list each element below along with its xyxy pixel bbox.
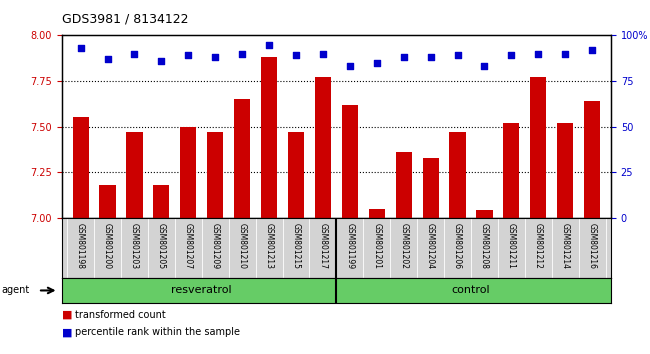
Text: GDS3981 / 8134122: GDS3981 / 8134122 <box>62 12 188 25</box>
Point <box>75 45 86 51</box>
Point <box>587 47 597 53</box>
Text: resveratrol: resveratrol <box>172 285 232 295</box>
Point <box>533 51 543 57</box>
Bar <box>503 123 519 354</box>
Bar <box>342 105 358 354</box>
Text: GSM801203: GSM801203 <box>130 223 139 269</box>
Text: GSM801217: GSM801217 <box>318 223 328 269</box>
Point <box>452 53 463 58</box>
Point <box>102 56 112 62</box>
Text: GSM801210: GSM801210 <box>238 223 246 269</box>
Text: control: control <box>452 285 490 295</box>
Bar <box>449 132 465 354</box>
Bar <box>369 209 385 354</box>
Text: GSM801200: GSM801200 <box>103 223 112 269</box>
Bar <box>557 123 573 354</box>
Text: percentile rank within the sample: percentile rank within the sample <box>75 327 240 337</box>
Point <box>318 51 328 57</box>
Bar <box>207 132 224 354</box>
Point <box>506 53 517 58</box>
Text: GSM801215: GSM801215 <box>291 223 300 269</box>
Text: GSM801212: GSM801212 <box>534 223 543 268</box>
Bar <box>73 118 88 354</box>
Text: GSM801199: GSM801199 <box>345 223 354 269</box>
Text: GSM801206: GSM801206 <box>453 223 462 269</box>
Point <box>237 51 248 57</box>
Bar <box>99 185 116 354</box>
Text: GSM801207: GSM801207 <box>184 223 193 269</box>
Text: GSM801214: GSM801214 <box>561 223 570 269</box>
Text: GSM801198: GSM801198 <box>76 223 85 269</box>
Bar <box>153 185 170 354</box>
Point <box>156 58 166 64</box>
Text: GSM801202: GSM801202 <box>399 223 408 269</box>
Point <box>425 55 436 60</box>
Point <box>479 64 489 69</box>
Text: ■: ■ <box>62 310 72 320</box>
Bar <box>315 77 331 354</box>
Bar <box>396 152 411 354</box>
Point <box>291 53 301 58</box>
Text: GSM801216: GSM801216 <box>588 223 597 269</box>
Bar <box>234 99 250 354</box>
Bar <box>180 127 196 354</box>
Bar <box>288 132 304 354</box>
Point <box>183 53 194 58</box>
Text: GSM801208: GSM801208 <box>480 223 489 269</box>
Bar <box>126 132 142 354</box>
Bar <box>261 57 277 354</box>
Text: transformed count: transformed count <box>75 310 166 320</box>
Bar <box>530 77 547 354</box>
Text: GSM801201: GSM801201 <box>372 223 382 269</box>
Text: GSM801204: GSM801204 <box>426 223 435 269</box>
Text: GSM801211: GSM801211 <box>507 223 516 268</box>
Text: GSM801209: GSM801209 <box>211 223 220 269</box>
Text: agent: agent <box>1 285 29 295</box>
Bar <box>584 101 600 354</box>
Point <box>398 55 409 60</box>
Point <box>264 42 274 47</box>
Text: ■: ■ <box>62 327 72 337</box>
Bar <box>476 210 493 354</box>
Point <box>129 51 140 57</box>
Point <box>560 51 571 57</box>
Point <box>372 60 382 65</box>
Bar <box>422 158 439 354</box>
Point <box>210 55 220 60</box>
Point <box>344 64 355 69</box>
Text: GSM801213: GSM801213 <box>265 223 274 269</box>
Text: GSM801205: GSM801205 <box>157 223 166 269</box>
